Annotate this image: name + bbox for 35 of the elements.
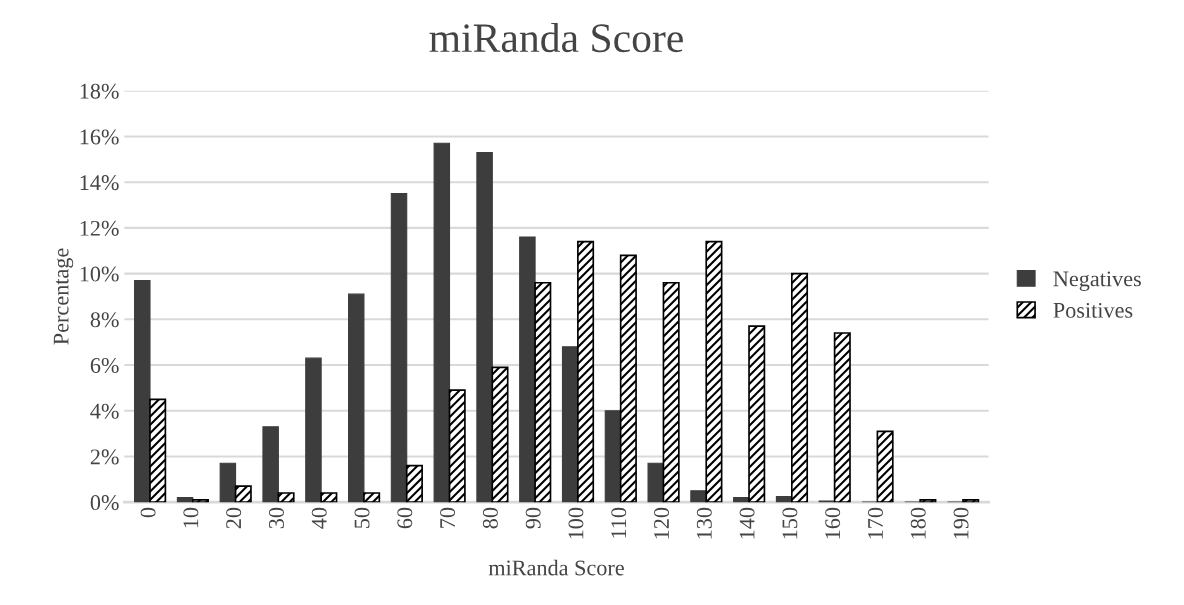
x-tick-label: 90	[525, 507, 541, 529]
x-tick-label: 70	[440, 507, 456, 528]
x-tick-label: 150	[782, 507, 798, 539]
y-tick-label: 10%	[80, 266, 119, 282]
x-tick-label: 80	[482, 507, 498, 529]
x-tick-label: 100	[568, 507, 584, 539]
y-tick-label: 18%	[80, 83, 119, 99]
x-tick-label: 30	[268, 507, 284, 529]
y-tick-label: 14%	[80, 175, 119, 191]
y-tick-label: 16%	[80, 129, 119, 145]
x-tick-label: 20	[226, 507, 242, 529]
y-tick-label: 2%	[90, 449, 119, 465]
x-tick-label: 160	[825, 507, 841, 539]
x-tick-label: 140	[739, 507, 755, 539]
x-tick-label: 190	[953, 507, 969, 539]
x-tick-label: 120	[654, 507, 670, 539]
x-tick-label: 50	[354, 507, 370, 528]
y-tick-label: 8%	[90, 312, 119, 328]
x-axis-title: miRanda Score	[488, 559, 624, 576]
x-tick-label: 170	[867, 507, 883, 539]
x-tick-label: 10	[183, 507, 199, 528]
x-tick-label: 60	[397, 507, 413, 529]
y-tick-label: 4%	[90, 403, 119, 419]
x-tick-label: 110	[611, 507, 627, 538]
x-tick-label: 130	[696, 507, 712, 539]
x-tick-label: 40	[311, 507, 327, 529]
y-axis-title: Percentage	[53, 248, 74, 345]
chart-title: miRanda Score	[429, 22, 683, 53]
y-tick-label: 0%	[90, 495, 119, 511]
legend-label: Negatives	[1053, 271, 1141, 291]
y-tick-label: 6%	[90, 357, 119, 374]
legend-label: Positives	[1053, 302, 1133, 318]
x-tick-label: 180	[910, 507, 926, 539]
y-tick-label: 12%	[80, 220, 119, 236]
x-tick-label: 0	[140, 507, 156, 518]
